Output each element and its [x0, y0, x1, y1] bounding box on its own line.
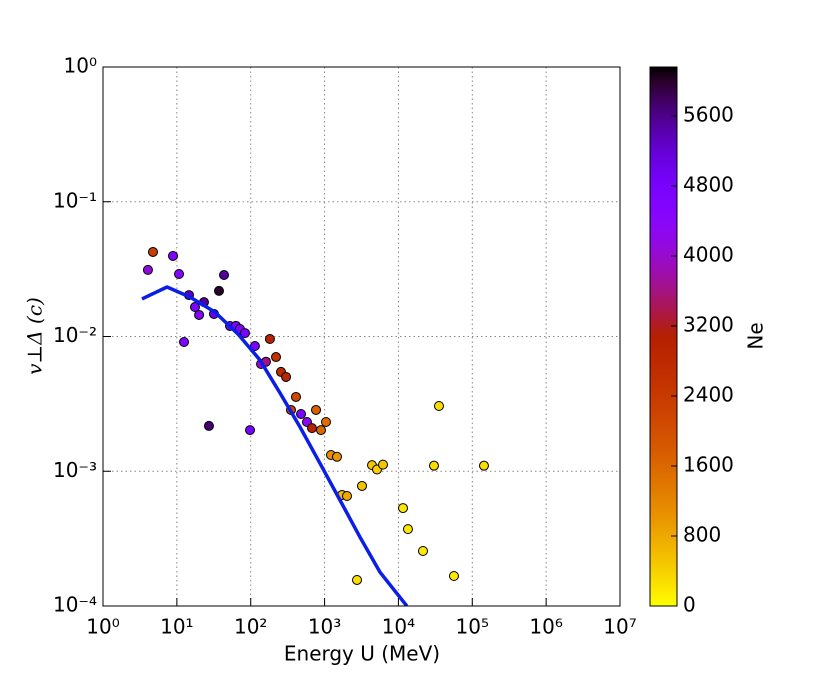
scatter-point	[448, 570, 459, 581]
scatter-point	[245, 425, 256, 436]
scatter-point	[316, 425, 327, 436]
scatter-point	[213, 285, 224, 296]
scatter-point	[219, 270, 230, 281]
scatter-point	[352, 574, 363, 585]
colorbar-tick-label: 3200	[683, 313, 734, 337]
fit-line	[141, 285, 409, 606]
scatter-point	[189, 302, 200, 313]
scatter-point	[433, 400, 444, 411]
scatter-point	[428, 460, 439, 471]
colorbar-tick-label: 4800	[683, 173, 734, 197]
x-tick-label: 10¹	[160, 615, 193, 639]
x-axis-label: Energy U (MeV)	[284, 642, 440, 666]
scatter-point	[357, 480, 368, 491]
scatter-point	[290, 391, 301, 402]
scatter-point	[203, 420, 214, 431]
colorbar-tick-label: 0	[683, 593, 696, 617]
y-tick-label: 10⁻¹	[53, 188, 97, 212]
scatter-point	[179, 337, 190, 348]
x-tick-label: 10⁵	[456, 615, 489, 639]
x-tick-label: 10³	[308, 615, 341, 639]
x-tick-label: 10⁰	[86, 615, 119, 639]
scatter-point	[311, 404, 322, 415]
scatter-point	[239, 328, 250, 339]
scatter-point	[296, 408, 307, 419]
y-tick-label: 10⁻⁴	[53, 593, 97, 617]
scatter-point	[397, 503, 408, 514]
scatter-point	[307, 423, 318, 434]
x-tick-label: 10⁷	[603, 615, 636, 639]
colorbar-tick-label: 1600	[683, 453, 734, 477]
scatter-point	[321, 417, 332, 428]
scatter-point	[377, 459, 388, 470]
scatter-point	[478, 460, 489, 471]
scatter-point	[264, 334, 275, 345]
scatter-point	[168, 250, 179, 261]
colorbar-tick-label: 2400	[683, 383, 734, 407]
y-tick-label: 10⁻²	[53, 323, 97, 347]
y-axis-label: v⊥Δ (c)	[23, 297, 47, 375]
scatter-point	[417, 545, 428, 556]
x-tick-label: 10⁴	[382, 615, 415, 639]
colorbar-tick-label: 5600	[683, 103, 734, 127]
colorbar-tick-label: 800	[683, 523, 721, 547]
scatter-point	[331, 451, 342, 462]
scatter-point	[174, 268, 185, 279]
colorbar-tick-label: 4000	[683, 243, 734, 267]
scatter-point	[271, 352, 282, 363]
plot-frame	[102, 66, 621, 607]
scatter-point	[147, 246, 158, 257]
scatter-point	[281, 371, 292, 382]
colorbar	[649, 66, 678, 607]
scatter-point	[142, 264, 153, 275]
x-tick-label: 10⁶	[529, 615, 562, 639]
plot-area	[141, 246, 489, 606]
scatter-point	[342, 491, 353, 502]
y-tick-label: 10⁻³	[53, 458, 97, 482]
scatter-point	[249, 341, 260, 352]
y-tick-label: 10⁰	[64, 54, 97, 78]
x-tick-label: 10²	[234, 615, 267, 639]
scatter-point	[402, 524, 413, 535]
scatter-point	[194, 309, 205, 320]
colorbar-label: Ne	[744, 322, 768, 349]
